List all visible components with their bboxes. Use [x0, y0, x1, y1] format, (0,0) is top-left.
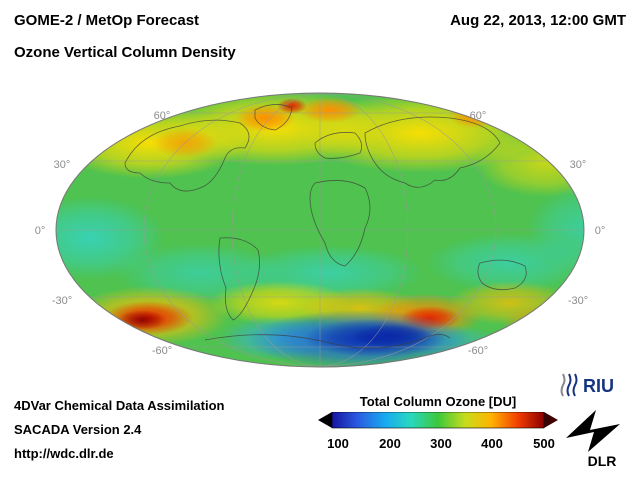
colorbar-ticks: 100 200 300 400 500	[327, 436, 555, 451]
colorbar-arrow-left	[318, 412, 332, 428]
lat-label-30n-right: 30°	[570, 159, 587, 171]
page-subtitle: Ozone Vertical Column Density	[14, 44, 236, 61]
colorbar: Total Column Ozone [DU] 100	[318, 394, 558, 459]
version-label: SACADA Version 2.4	[14, 422, 142, 437]
assimilation-label: 4DVar Chemical Data Assimilation	[14, 398, 225, 413]
riu-wave-icon	[566, 373, 572, 397]
riu-logo: RIU	[558, 372, 628, 403]
world-ozone-map: 60° 60° 30° 30° 0° 0° -30° -30° -60° -60…	[30, 88, 610, 378]
continent-outlines	[124, 104, 527, 349]
dlr-logo-text: DLR	[588, 453, 617, 469]
graticule	[56, 93, 584, 367]
south-america-outline	[218, 237, 260, 321]
colorbar-tick-100: 100	[327, 436, 349, 451]
colorbar-tick-300: 300	[430, 436, 452, 451]
africa-outline	[309, 180, 371, 267]
lat-label-eq-right: 0°	[595, 225, 606, 237]
antarctica-outline	[204, 334, 451, 349]
lat-label-eq-left: 0°	[35, 225, 46, 237]
timestamp: Aug 22, 2013, 12:00 GMT	[450, 12, 626, 29]
lat-label-60n-right: 60°	[470, 110, 487, 122]
page-title: GOME-2 / MetOp Forecast	[14, 12, 200, 29]
colorbar-gradient-bar	[331, 411, 545, 429]
lat-label-60s-right: -60°	[468, 345, 488, 357]
australia-outline	[477, 259, 527, 291]
colorbar-svg: 100 200 300 400 500	[318, 411, 558, 451]
lat-label-30n-left: 30°	[54, 159, 71, 171]
lat-label-30s-left: -30°	[52, 295, 72, 307]
latitude-labels: 60° 60° 30° 30° 0° 0° -30° -30° -60° -60…	[35, 110, 606, 357]
riu-logo-svg: RIU	[560, 373, 614, 397]
website-url: http://wdc.dlr.de	[14, 446, 114, 461]
colorbar-tick-500: 500	[533, 436, 555, 451]
riu-wave-icon	[572, 373, 578, 397]
map-boundary	[55, 92, 585, 368]
colorbar-arrow-right	[544, 412, 558, 428]
north-america-outline	[124, 119, 250, 192]
colorbar-tick-400: 400	[481, 436, 503, 451]
europe-outline	[314, 132, 363, 159]
lat-label-30s-right: -30°	[568, 295, 588, 307]
asia-outline	[364, 116, 501, 188]
riu-wave-icon	[560, 373, 566, 397]
greenland-outline	[254, 104, 293, 131]
riu-logo-text: RIU	[583, 376, 614, 396]
lat-label-60s-left: -60°	[152, 345, 172, 357]
mollweide-map-svg: 60° 60° 30° 30° 0° 0° -30° -30° -60° -60…	[35, 92, 606, 368]
colorbar-title: Total Column Ozone [DU]	[359, 394, 517, 409]
dlr-arrow-icon	[566, 410, 620, 452]
lat-label-60n-left: 60°	[154, 110, 171, 122]
dlr-logo: DLR	[558, 406, 628, 475]
dlr-logo-svg: DLR	[566, 410, 620, 469]
colorbar-tick-200: 200	[379, 436, 401, 451]
